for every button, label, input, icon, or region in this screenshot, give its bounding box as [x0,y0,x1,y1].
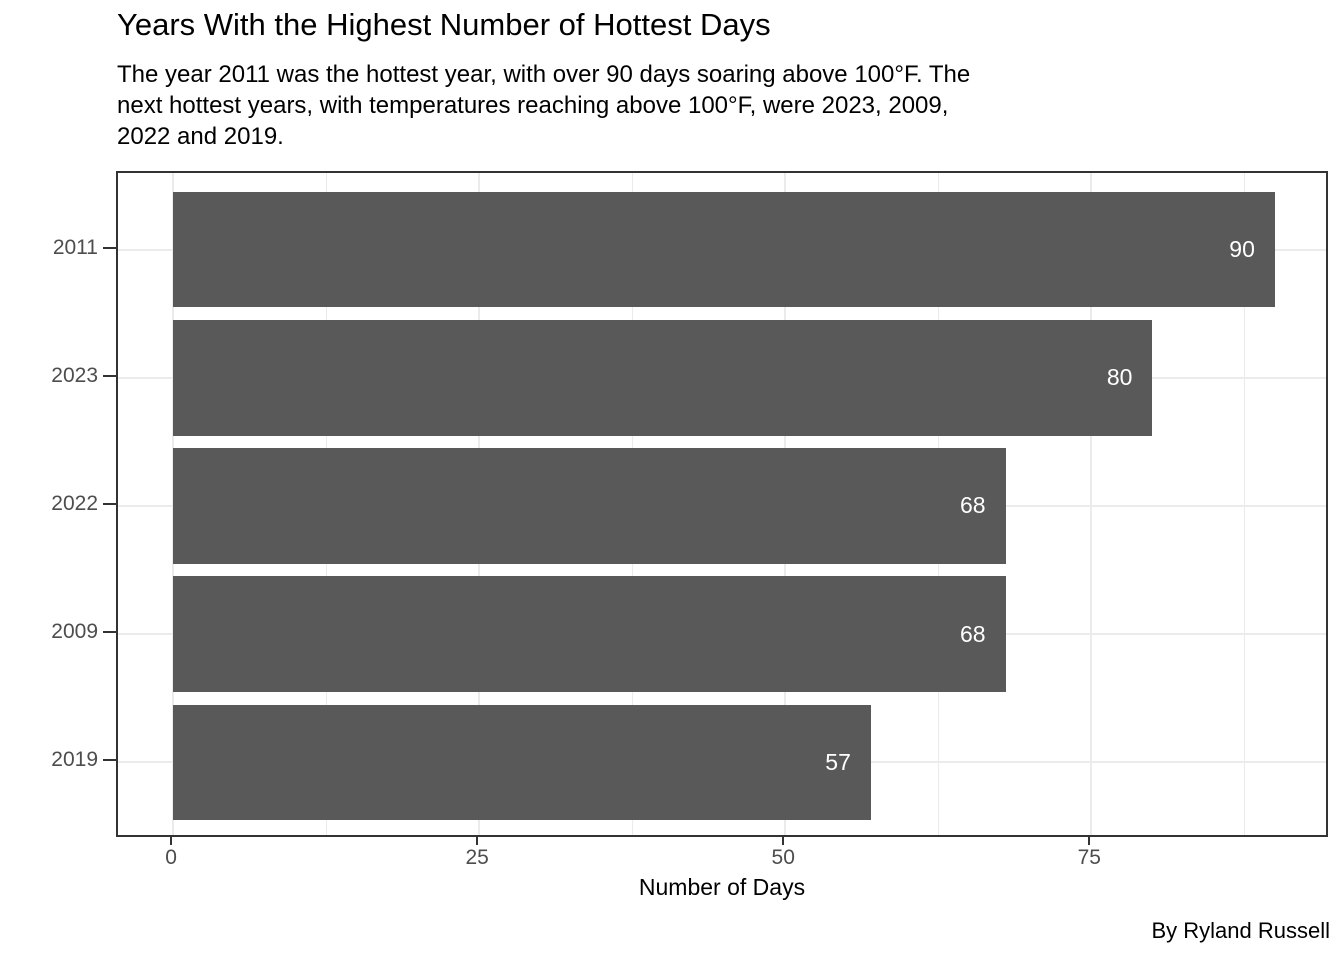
x-tick-label: 0 [165,846,177,869]
y-tick-label: 2022 [51,492,98,515]
x-tick-mark [476,837,479,845]
y-tick-mark [103,374,116,377]
bar-value-label: 57 [825,748,851,775]
x-tick-mark [170,837,173,845]
subtitle-line: 2022 and 2019. [117,123,284,150]
x-tick-label: 25 [465,846,489,869]
y-tick-mark [103,759,116,762]
y-tick-mark [103,631,116,634]
y-tick-mark [103,503,116,505]
minor-gridline [1243,173,1245,835]
chart-subtitle: The year 2011 was the hottest year, with… [117,59,970,152]
bar-2019: 57 [173,704,871,820]
y-tick-label: 2009 [51,620,98,644]
x-tick-mark [782,837,785,845]
bar-value-label: 68 [959,492,986,519]
bar-2011: 90 [173,192,1275,308]
y-tick-mark [103,246,116,249]
bar-value-label: 90 [1229,236,1255,263]
major-gridline [1090,173,1093,835]
bar-2022: 68 [173,448,1006,564]
bar-2009: 68 [173,576,1006,692]
subtitle-line: next hottest years, with temperatures re… [117,92,949,119]
bar-2023: 80 [173,320,1153,436]
x-tick-label: 75 [1077,846,1101,869]
chart-caption: By Ryland Russell [1151,918,1330,943]
x-axis-title: Number of Days [638,874,806,900]
bar-value-label: 80 [1106,364,1133,391]
y-tick-label: 2023 [51,363,98,387]
plot-panel: 90 80 68 68 57 [116,171,1328,837]
chart-title: Years With the Highest Number of Hottest… [117,7,771,42]
x-tick-mark [1088,837,1091,845]
y-tick-label: 2011 [52,235,98,259]
y-tick-label: 2019 [51,748,98,772]
subtitle-line: The year 2011 was the hottest year, with… [117,61,971,88]
x-tick-label: 50 [771,846,795,869]
bar-value-label: 68 [959,620,986,647]
